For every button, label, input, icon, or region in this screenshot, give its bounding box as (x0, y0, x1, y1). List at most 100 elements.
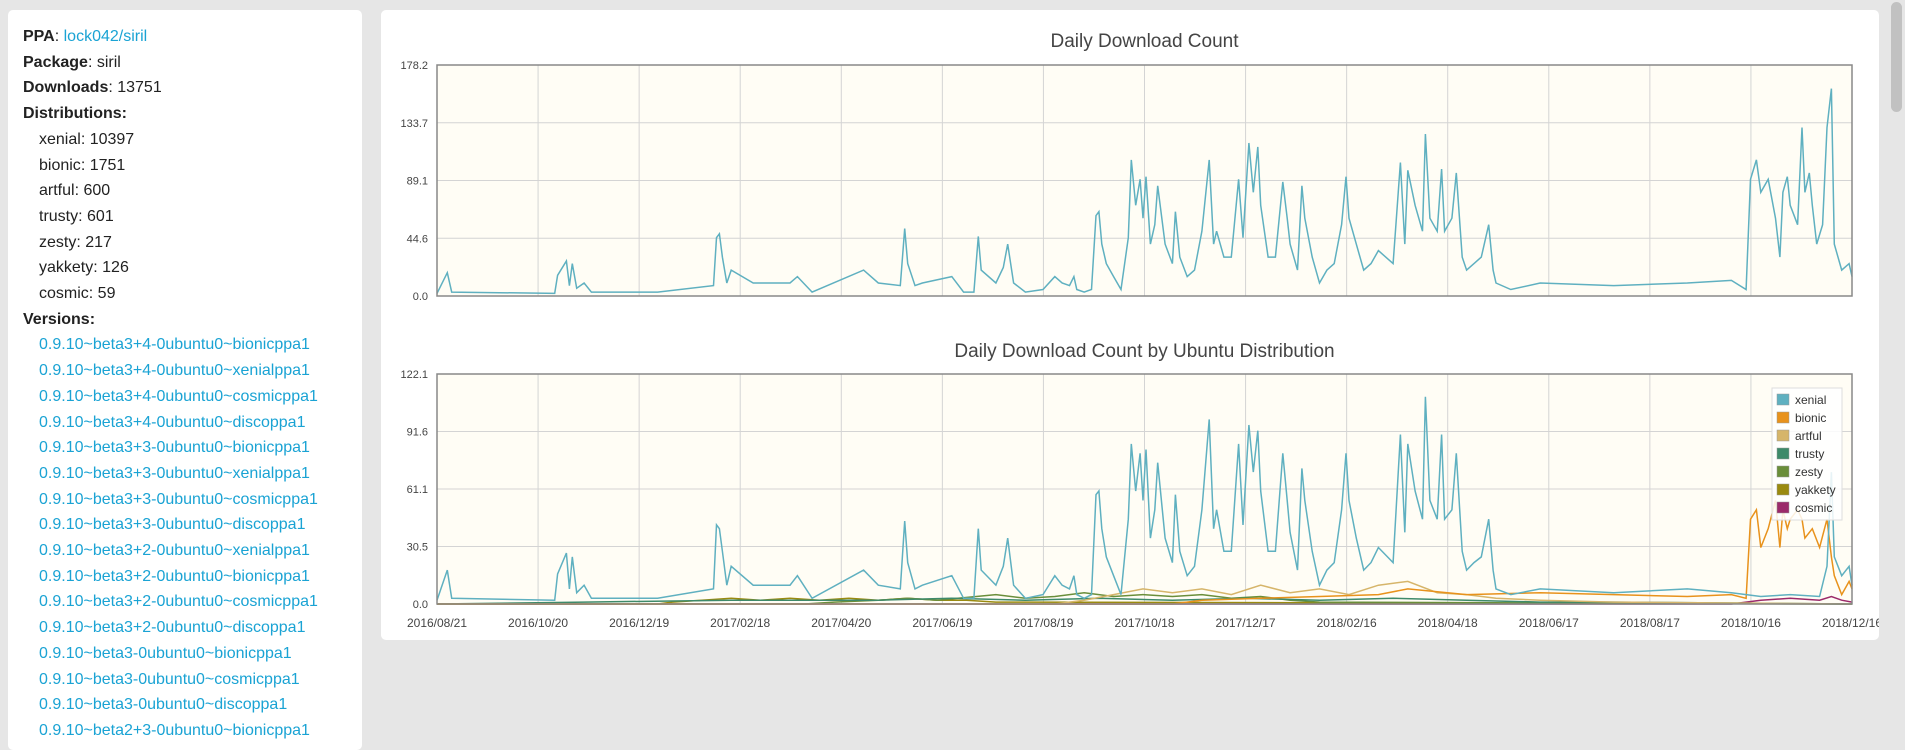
series-line-artful (437, 580, 1853, 605)
version-link[interactable]: 0.9.10~beta3+4-0ubuntu0~bionicppa1 (39, 336, 310, 354)
series-line-bionic (437, 500, 1853, 605)
distribution-item-trusty: trusty: 601 (39, 207, 114, 225)
x-tick-label: 2017/02/18 (710, 616, 770, 630)
distribution-count: 601 (87, 207, 114, 225)
x-tick-label: 2017/12/17 (1216, 308, 1276, 310)
version-link[interactable]: 0.9.10~beta3+2-0ubuntu0~cosmicppa1 (39, 593, 318, 611)
y-tick-label: 44.6 (407, 233, 428, 245)
ppa-label: PPA (23, 28, 55, 45)
package-label: Package (23, 53, 88, 71)
x-tick-label: 2018/08/17 (1620, 616, 1680, 630)
version-link[interactable]: 0.9.10~beta3+3-0ubuntu0~xenialppa1 (39, 464, 310, 482)
distribution-count: 217 (85, 233, 112, 251)
version-item: 0.9.10~beta3+4-0ubuntu0~xenialppa1 (23, 358, 347, 384)
version-link[interactable]: 0.9.10~beta3-0ubuntu0~cosmicppa1 (39, 670, 300, 688)
version-item: 0.9.10~beta3-0ubuntu0~cosmicppa1 (23, 667, 347, 693)
version-link[interactable]: 0.9.10~beta3+3-0ubuntu0~bionicppa1 (39, 439, 310, 457)
x-tick-label: 2017/04/20 (811, 308, 871, 310)
scrollbar[interactable] (1888, 0, 1905, 731)
version-link[interactable]: 0.9.10~beta3+2-0ubuntu0~xenialppa1 (39, 542, 310, 560)
version-link[interactable]: 0.9.10~beta3+2-0ubuntu0~bionicppa1 (39, 567, 310, 585)
distribution-name: yakkety (39, 259, 94, 277)
legend-label-cosmic: cosmic (1795, 501, 1832, 515)
x-tick-label: 2017/12/17 (1216, 616, 1276, 630)
x-tick-label: 2016/10/20 (508, 616, 568, 630)
distributions-list: xenial: 10397 bionic: 1751 artful: 600 trus… (23, 127, 347, 307)
version-link[interactable]: 0.9.10~beta2+3-0ubuntu0~bionicppa1 (39, 721, 310, 739)
distribution-count: 126 (102, 259, 129, 277)
scrollbar-thumb[interactable] (1891, 2, 1902, 112)
y-tick-label: 61.1 (407, 484, 428, 496)
distribution-name: xenial (39, 130, 81, 148)
x-tick-label: 2016/08/21 (407, 616, 467, 630)
x-tick-label: 2017/06/19 (912, 616, 972, 630)
x-tick-label: 2018/08/17 (1620, 308, 1680, 310)
version-item: 0.9.10~beta3+2-0ubuntu0~bionicppa1 (23, 564, 347, 590)
plot-frame (436, 373, 1853, 605)
legend-label-yakkety: yakkety (1795, 483, 1836, 497)
x-tick-label: 2018/10/16 (1721, 616, 1781, 630)
package-value: siril (96, 53, 121, 71)
ppa-link[interactable]: lock042/siril (63, 28, 148, 45)
x-tick-label: 2016/10/20 (508, 308, 568, 310)
version-item: 0.9.10~beta3+4-0ubuntu0~discoppa1 (23, 410, 347, 436)
legend-swatch-zesty (1776, 465, 1790, 478)
distribution-name: cosmic (39, 285, 89, 303)
distribution-item-cosmic: cosmic: 59 (39, 285, 116, 303)
charts-panel: Daily Download Count 2016/08/21 2016/10/20… (381, 10, 1879, 640)
legend-swatch-cosmic (1776, 501, 1790, 514)
x-tick-label: 2018/12/16 (1822, 308, 1879, 310)
legend-label-bionic: bionic (1795, 411, 1826, 425)
distribution-item-artful: artful: 600 (39, 182, 111, 200)
package-row: Package: siril (23, 53, 121, 71)
distribution-name: bionic (39, 156, 81, 174)
distribution-count: 10397 (89, 130, 135, 148)
y-tick-label: 89.1 (407, 176, 428, 188)
y-tick-label: 178.2 (400, 60, 428, 72)
distribution-count: 1751 (89, 156, 126, 174)
version-link[interactable]: 0.9.10~beta3+3-0ubuntu0~discoppa1 (39, 516, 306, 534)
version-link[interactable]: 0.9.10~beta3+4-0ubuntu0~discoppa1 (39, 413, 306, 431)
x-tick-label: 2017/04/20 (811, 616, 871, 630)
version-link[interactable]: 0.9.10~beta3+2-0ubuntu0~discoppa1 (39, 619, 306, 637)
y-tick-label: 91.6 (407, 427, 428, 439)
version-item: 0.9.10~beta3+3-0ubuntu0~cosmicppa1 (23, 487, 347, 513)
version-item: 0.9.10~beta3+4-0ubuntu0~bionicppa1 (23, 332, 347, 358)
chart-title: Daily Download Count (1051, 31, 1240, 52)
y-tick-label: 122.1 (400, 369, 428, 381)
distribution-count: 59 (97, 285, 116, 303)
version-link[interactable]: 0.9.10~beta3-0ubuntu0~discoppa1 (39, 696, 288, 714)
daily-download-chart: Daily Download Count 2016/08/21 2016/10/20… (400, 31, 1879, 310)
version-link[interactable]: 0.9.10~beta3-0ubuntu0~bionicppa1 (39, 644, 292, 662)
legend-swatch-bionic (1776, 411, 1790, 424)
x-tick-label: 2018/04/18 (1418, 616, 1478, 630)
x-tick-label: 2017/06/19 (912, 308, 972, 310)
downloads-label: Downloads (23, 79, 109, 97)
x-tick-label: 2017/02/18 (710, 308, 770, 310)
x-tick-label: 2018/12/16 (1822, 616, 1879, 630)
x-tick-label: 2016/12/19 (609, 308, 669, 310)
legend-label-xenial: xenial (1795, 393, 1826, 407)
version-link[interactable]: 0.9.10~beta3+3-0ubuntu0~cosmicppa1 (39, 490, 318, 508)
distributions-heading: Distributions: (23, 105, 127, 123)
version-item: 0.9.10~beta3+2-0ubuntu0~discoppa1 (23, 615, 347, 641)
legend-label-artful: artful (1795, 429, 1822, 443)
series-line-xenial (436, 396, 1853, 601)
distribution-item-bionic: bionic: 1751 (39, 156, 126, 174)
distribution-item-zesty: zesty: 217 (39, 233, 112, 251)
x-tick-label: 2018/04/18 (1418, 308, 1478, 310)
distribution-count: 600 (83, 182, 111, 200)
x-tick-label: 2017/10/18 (1114, 308, 1174, 310)
version-link[interactable]: 0.9.10~beta3+4-0ubuntu0~xenialppa1 (39, 362, 310, 380)
y-tick-label: 30.5 (407, 542, 428, 554)
distribution-name: zesty (39, 233, 77, 251)
version-link[interactable]: 0.9.10~beta3+4-0ubuntu0~cosmicppa1 (39, 387, 318, 405)
legend-swatch-xenial (1776, 393, 1790, 406)
x-tick-label: 2017/08/19 (1013, 616, 1073, 630)
distribution-item-xenial: xenial: 10397 (39, 130, 135, 148)
version-item: 0.9.10~beta3+2-0ubuntu0~xenialppa1 (23, 538, 347, 564)
x-tick-label: 2018/06/17 (1519, 616, 1579, 630)
distribution-name: artful (39, 182, 75, 200)
distribution-name: trusty (39, 207, 79, 225)
series-line-xenial (436, 88, 1853, 295)
